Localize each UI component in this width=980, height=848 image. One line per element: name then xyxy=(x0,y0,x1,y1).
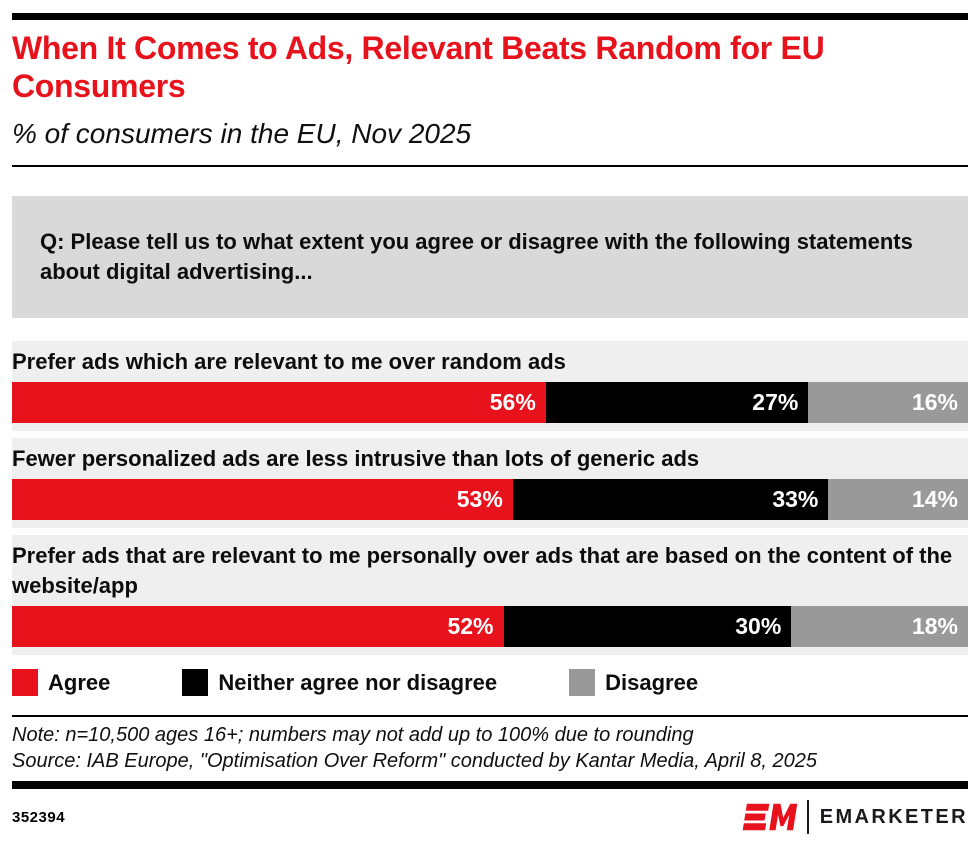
bar-row-label: Prefer ads that are relevant to me perso… xyxy=(12,543,953,598)
page-subtitle: % of consumers in the EU, Nov 2025 xyxy=(12,118,472,149)
bar-segment-disagree: 16% xyxy=(808,382,968,423)
bar-row: Prefer ads which are relevant to me over… xyxy=(12,341,968,431)
stacked-bar: 52% 30% 18% xyxy=(12,606,968,647)
brand-wordmark: EMARKETER xyxy=(819,805,968,828)
legend-label: Neither agree nor disagree xyxy=(218,669,498,695)
segment-value-label: 27% xyxy=(752,389,799,415)
survey-question-box: Q: Please tell us to what extent you agr… xyxy=(12,196,968,318)
legend-swatch-disagree xyxy=(569,669,596,696)
bar-segment-disagree: 14% xyxy=(828,479,968,520)
segment-value-label: 52% xyxy=(447,613,494,639)
brand-divider xyxy=(806,800,809,834)
bar-segment-neither: 30% xyxy=(503,606,792,647)
note-text: Note: n=10,500 ages 16+; numbers may not… xyxy=(12,724,694,746)
bar-segment-agree: 56% xyxy=(12,382,546,423)
legend-swatch-neither xyxy=(182,669,209,696)
stacked-bar: 56% 27% 16% xyxy=(12,382,968,423)
bar-segment-neither: 27% xyxy=(545,382,809,423)
notes-divider xyxy=(12,715,968,717)
brand-logo: EMARKETER xyxy=(742,797,968,837)
source-text: Source: IAB Europe, "Optimisation Over R… xyxy=(12,750,817,772)
segment-value-label: 33% xyxy=(772,486,819,512)
legend-item-neither: Neither agree nor disagree xyxy=(182,669,497,696)
legend-swatch-agree xyxy=(12,669,38,696)
survey-question-text: Q: Please tell us to what extent you agr… xyxy=(40,229,913,284)
bar-segment-disagree: 18% xyxy=(791,606,968,647)
segment-value-label: 30% xyxy=(735,613,782,639)
legend-label: Disagree xyxy=(605,669,699,695)
segment-value-label: 56% xyxy=(489,389,536,415)
bar-row-label: Fewer personalized ads are less intrusiv… xyxy=(12,446,700,471)
bar-segment-agree: 52% xyxy=(12,606,504,647)
emarketer-logo-icon xyxy=(742,803,798,831)
stacked-bar: 53% 33% 14% xyxy=(12,479,968,520)
page-title: When It Comes to Ads, Relevant Beats Ran… xyxy=(12,30,825,104)
bar-row-label: Prefer ads which are relevant to me over… xyxy=(12,349,566,374)
segment-value-label: 16% xyxy=(911,389,958,415)
bar-row: Fewer personalized ads are less intrusiv… xyxy=(12,438,968,528)
segment-value-label: 53% xyxy=(456,486,503,512)
segment-value-label: 14% xyxy=(911,486,958,512)
header-divider xyxy=(12,165,968,167)
bar-chart: Prefer ads which are relevant to me over… xyxy=(12,341,968,655)
chart-page: When It Comes to Ads, Relevant Beats Ran… xyxy=(0,13,980,837)
top-rule xyxy=(12,13,968,20)
chart-id: 352394 xyxy=(12,808,66,826)
legend-item-disagree: Disagree xyxy=(569,669,698,696)
bar-row: Prefer ads that are relevant to me perso… xyxy=(12,535,968,655)
bar-segment-agree: 53% xyxy=(12,479,513,520)
notes-block: Note: n=10,500 ages 16+; numbers may not… xyxy=(12,722,968,774)
legend: Agree Neither agree nor disagree Disagre… xyxy=(12,669,968,696)
legend-label: Agree xyxy=(48,669,111,695)
bar-segment-neither: 33% xyxy=(512,479,829,520)
segment-value-label: 18% xyxy=(911,613,958,639)
bottom-rule xyxy=(12,781,968,789)
legend-item-agree: Agree xyxy=(12,669,110,696)
footer: 352394 EMARKETER xyxy=(12,797,968,837)
